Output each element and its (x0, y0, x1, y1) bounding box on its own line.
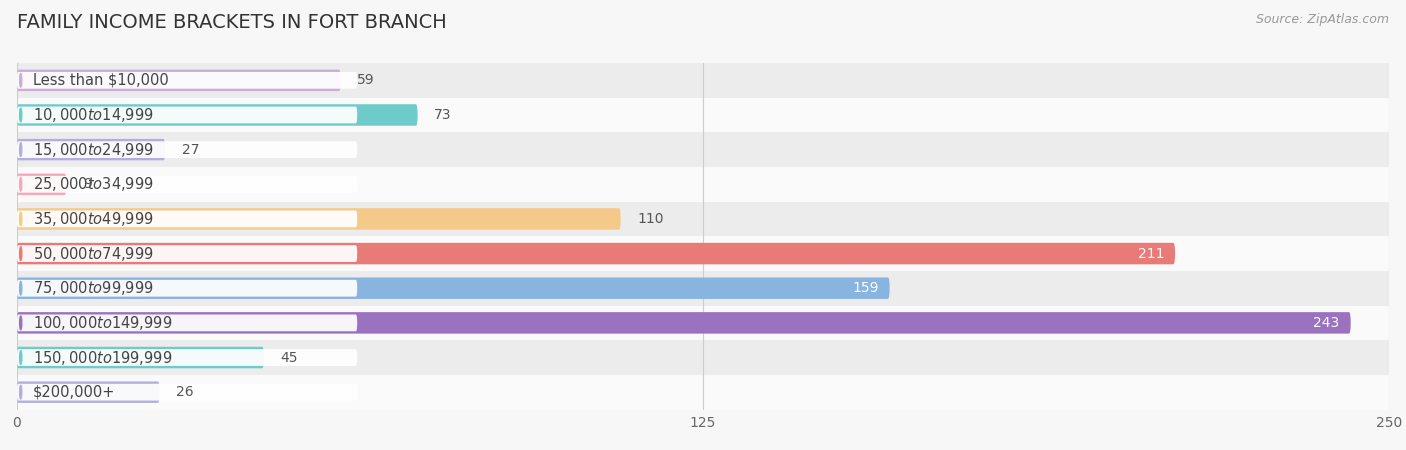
Text: $75,000 to $99,999: $75,000 to $99,999 (32, 279, 153, 297)
Text: 27: 27 (181, 143, 200, 157)
Text: 59: 59 (357, 73, 375, 87)
Circle shape (20, 351, 22, 364)
Text: $150,000 to $199,999: $150,000 to $199,999 (32, 348, 172, 366)
Bar (17, 271, 1389, 306)
FancyBboxPatch shape (17, 174, 66, 195)
Circle shape (20, 212, 22, 226)
Bar (17, 236, 1389, 271)
FancyBboxPatch shape (17, 347, 264, 368)
Text: 159: 159 (852, 281, 879, 295)
Text: Less than $10,000: Less than $10,000 (32, 73, 169, 88)
FancyBboxPatch shape (17, 349, 357, 366)
FancyBboxPatch shape (17, 70, 340, 91)
FancyBboxPatch shape (17, 384, 357, 400)
Bar (17, 340, 1389, 375)
Bar (17, 167, 1389, 202)
Text: 45: 45 (280, 351, 298, 364)
Circle shape (20, 108, 22, 122)
Text: 211: 211 (1137, 247, 1164, 261)
Text: 26: 26 (176, 385, 194, 399)
Text: $10,000 to $14,999: $10,000 to $14,999 (32, 106, 153, 124)
Bar (17, 98, 1389, 132)
Circle shape (20, 385, 22, 399)
FancyBboxPatch shape (17, 72, 357, 89)
FancyBboxPatch shape (17, 107, 357, 123)
Text: 9: 9 (83, 177, 91, 191)
Bar (17, 63, 1389, 98)
Text: $15,000 to $24,999: $15,000 to $24,999 (32, 140, 153, 159)
Text: 73: 73 (434, 108, 451, 122)
Text: $35,000 to $49,999: $35,000 to $49,999 (32, 210, 153, 228)
FancyBboxPatch shape (17, 315, 357, 331)
Circle shape (20, 281, 22, 295)
Text: FAMILY INCOME BRACKETS IN FORT BRANCH: FAMILY INCOME BRACKETS IN FORT BRANCH (17, 14, 447, 32)
FancyBboxPatch shape (17, 280, 357, 297)
Text: $25,000 to $34,999: $25,000 to $34,999 (32, 176, 153, 194)
Circle shape (20, 73, 22, 87)
Bar (17, 306, 1389, 340)
FancyBboxPatch shape (17, 243, 1175, 264)
Bar (17, 202, 1389, 236)
Text: 110: 110 (637, 212, 664, 226)
FancyBboxPatch shape (17, 312, 1351, 333)
Text: $100,000 to $149,999: $100,000 to $149,999 (32, 314, 172, 332)
Circle shape (20, 143, 22, 157)
FancyBboxPatch shape (17, 139, 165, 160)
FancyBboxPatch shape (17, 211, 357, 227)
FancyBboxPatch shape (17, 245, 357, 262)
Bar (17, 375, 1389, 410)
Bar (17, 132, 1389, 167)
Text: 243: 243 (1313, 316, 1340, 330)
FancyBboxPatch shape (17, 208, 620, 230)
Text: Source: ZipAtlas.com: Source: ZipAtlas.com (1256, 14, 1389, 27)
FancyBboxPatch shape (17, 176, 357, 193)
Circle shape (20, 247, 22, 261)
Text: $200,000+: $200,000+ (32, 385, 115, 400)
Text: $50,000 to $74,999: $50,000 to $74,999 (32, 245, 153, 263)
FancyBboxPatch shape (17, 382, 160, 403)
FancyBboxPatch shape (17, 278, 890, 299)
FancyBboxPatch shape (17, 141, 357, 158)
Circle shape (20, 316, 22, 330)
Circle shape (20, 177, 22, 191)
FancyBboxPatch shape (17, 104, 418, 126)
